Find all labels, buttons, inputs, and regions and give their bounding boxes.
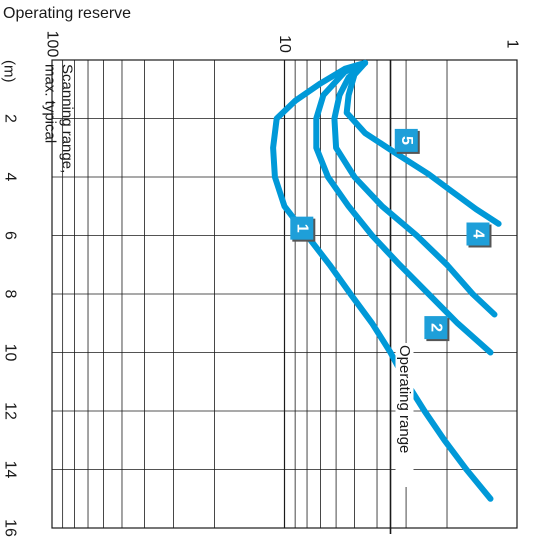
y-tick-label-4: 4	[2, 173, 19, 182]
series-line-4	[331, 59, 498, 318]
series-line-5	[343, 59, 502, 227]
series-badge-label-4: 4	[469, 230, 486, 239]
y-tick-label-8: 8	[2, 290, 19, 299]
annotation-scanning-range: Scanning range,	[59, 64, 76, 173]
y-tick-label-12: 12	[2, 402, 19, 420]
series-badge-1	[290, 216, 314, 240]
series-line-1	[270, 59, 494, 502]
y-axis-unit: (m)	[1, 60, 18, 83]
series-line-2	[313, 59, 494, 356]
series-badge-5	[394, 128, 418, 152]
series-badge-label-1: 1	[293, 224, 310, 233]
series-badge-label-2: 2	[427, 323, 444, 332]
series-badge-4	[466, 222, 490, 246]
annotation-max-typical: max. typical	[42, 64, 59, 143]
y-tick-label-10: 10	[2, 344, 19, 362]
series-badge-2	[424, 316, 448, 340]
x-axis-title: Operating reserve	[3, 5, 131, 22]
chart-series	[270, 59, 502, 502]
y-tick-label-2: 2	[2, 114, 19, 123]
y-tick-label-14: 14	[2, 461, 19, 479]
x-tick-label-100: 100	[44, 31, 61, 58]
chart-grid	[51, 59, 518, 534]
chart-labels: Operating reserve110100(m)246810121416Sc…	[1, 5, 521, 537]
x-tick-label-1: 1	[504, 40, 521, 49]
y-tick-label-16: 16	[2, 519, 19, 537]
operating-range-label-bg	[395, 343, 414, 487]
y-tick-label-6: 6	[2, 231, 19, 240]
annotation-operating-range: Operating range	[396, 345, 413, 453]
x-tick-label-10: 10	[276, 35, 293, 53]
series-badge-label-5: 5	[398, 136, 415, 145]
